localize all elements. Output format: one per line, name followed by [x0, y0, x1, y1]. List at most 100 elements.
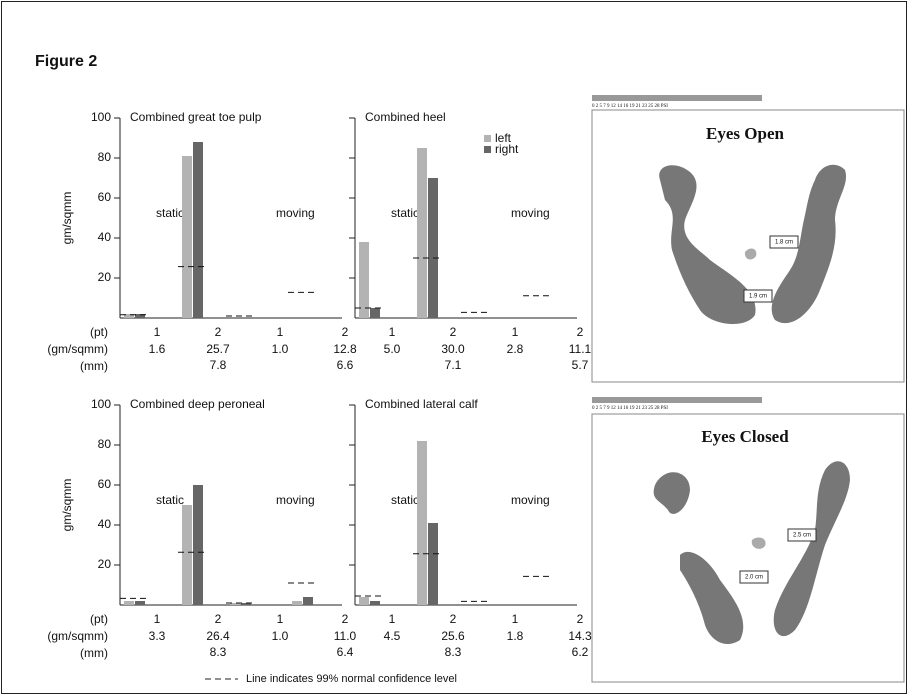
x-tick-label: 2 — [450, 612, 457, 626]
bar — [359, 597, 369, 605]
bar — [193, 485, 203, 605]
mm-label: 7.1 — [445, 358, 462, 372]
bar — [303, 597, 313, 605]
scale-text: 0 2 5 7 9 12 14 16 19 21 23 25 28 PSI — [592, 104, 668, 109]
confidence-label: 1.0 — [272, 629, 289, 643]
measure-label: 1.9 cm — [749, 294, 767, 300]
y-tick-label: 80 — [98, 150, 112, 164]
confidence-label: 14.3 — [568, 629, 592, 643]
x-tick-label: 1 — [277, 325, 284, 339]
chart-title: Combined heel — [365, 110, 446, 124]
mm-label: 5.7 — [572, 358, 589, 372]
image-frame — [592, 110, 904, 382]
confidence-label: 2.8 — [507, 342, 524, 356]
confidence-label: 11.1 — [569, 342, 592, 356]
chart-title: Combined great toe pulp — [130, 110, 262, 124]
bar — [182, 156, 192, 318]
x-tick-label: 2 — [577, 612, 584, 626]
legend-swatch — [484, 135, 491, 142]
confidence-label: 4.5 — [384, 629, 401, 643]
mm-label: 8.3 — [445, 645, 462, 659]
confidence-label: 1.8 — [507, 629, 524, 643]
bar — [193, 142, 203, 318]
bar — [417, 441, 427, 605]
bar — [182, 505, 192, 605]
mm-label: 7.8 — [210, 358, 227, 372]
mm-label: 6.2 — [572, 645, 589, 659]
confidence-label: 30.0 — [441, 342, 465, 356]
group-label: static — [156, 493, 184, 507]
x-tick-label: 1 — [154, 325, 161, 339]
scale-bar — [592, 397, 762, 403]
y-tick-label: 100 — [91, 110, 111, 124]
confidence-label: 11.0 — [334, 629, 357, 643]
image-title: Eyes Closed — [701, 427, 789, 446]
legend-swatch — [484, 146, 491, 153]
group-label: moving — [511, 206, 550, 220]
bar — [428, 523, 438, 605]
bar — [370, 601, 380, 605]
bar — [417, 148, 427, 318]
row-label: (pt) — [90, 325, 108, 339]
chart-title: Combined lateral calf — [365, 397, 478, 411]
measure-label: 2.0 cm — [745, 575, 763, 581]
scale-text: 0 2 5 7 9 12 14 16 19 21 23 25 28 PSI — [592, 406, 668, 411]
x-tick-label: 2 — [215, 612, 222, 626]
x-tick-label: 1 — [154, 612, 161, 626]
row-label: (gm/sqmm) — [47, 342, 108, 356]
x-tick-label: 2 — [577, 325, 584, 339]
x-tick-label: 2 — [215, 325, 222, 339]
x-tick-label: 2 — [342, 612, 349, 626]
x-tick-label: 1 — [512, 325, 519, 339]
row-label: (mm) — [80, 646, 108, 660]
bar — [292, 601, 302, 605]
confidence-label: 1.6 — [149, 342, 166, 356]
measure-label: 2.5 cm — [793, 533, 811, 539]
x-tick-label: 1 — [389, 325, 396, 339]
scale-bar — [592, 95, 762, 101]
image-frame — [592, 414, 904, 682]
bar — [124, 601, 134, 605]
x-tick-label: 2 — [450, 325, 457, 339]
legend-label: right — [495, 142, 519, 156]
group-label: static — [391, 206, 419, 220]
figure: Figure 2 Line indicates 99% normal confi… — [0, 0, 908, 695]
x-tick-label: 2 — [342, 325, 349, 339]
bar — [370, 308, 380, 318]
x-tick-label: 1 — [389, 612, 396, 626]
y-axis-label: gm/sqmm — [60, 479, 74, 532]
measure-label: 1.8 cm — [775, 240, 793, 246]
y-tick-label: 60 — [98, 477, 112, 491]
group-label: moving — [511, 493, 550, 507]
group-label: moving — [276, 206, 315, 220]
y-axis-label: gm/sqmm — [60, 192, 74, 245]
image-title: Eyes Open — [706, 124, 784, 143]
x-tick-label: 1 — [277, 612, 284, 626]
group-label: static — [156, 206, 184, 220]
confidence-label: 25.7 — [206, 342, 230, 356]
confidence-label: 26.4 — [206, 629, 230, 643]
row-label: (gm/sqmm) — [47, 629, 108, 643]
mm-label: 8.3 — [210, 645, 227, 659]
y-tick-label: 60 — [98, 190, 112, 204]
confidence-label: 1.0 — [272, 342, 289, 356]
bar — [135, 601, 145, 605]
y-tick-label: 80 — [98, 437, 112, 451]
mm-label: 6.6 — [337, 358, 354, 372]
group-label: moving — [276, 493, 315, 507]
confidence-label: 5.0 — [384, 342, 401, 356]
x-tick-label: 1 — [512, 612, 519, 626]
row-label: (mm) — [80, 359, 108, 373]
legend-note: Line indicates 99% normal confidence lev… — [246, 673, 457, 685]
confidence-label: 25.6 — [441, 629, 465, 643]
y-tick-label: 40 — [98, 517, 112, 531]
bar — [428, 178, 438, 318]
chart-title: Combined deep peroneal — [130, 397, 265, 411]
bar — [359, 242, 369, 318]
figure-label: Figure 2 — [35, 53, 97, 70]
y-tick-label: 20 — [98, 557, 112, 571]
pressure-map-closed: 0 2 5 7 9 12 14 16 19 21 23 25 28 PSI Ey… — [592, 397, 904, 682]
mm-label: 6.4 — [337, 645, 354, 659]
y-tick-label: 20 — [98, 270, 112, 284]
group-label: static — [391, 493, 419, 507]
